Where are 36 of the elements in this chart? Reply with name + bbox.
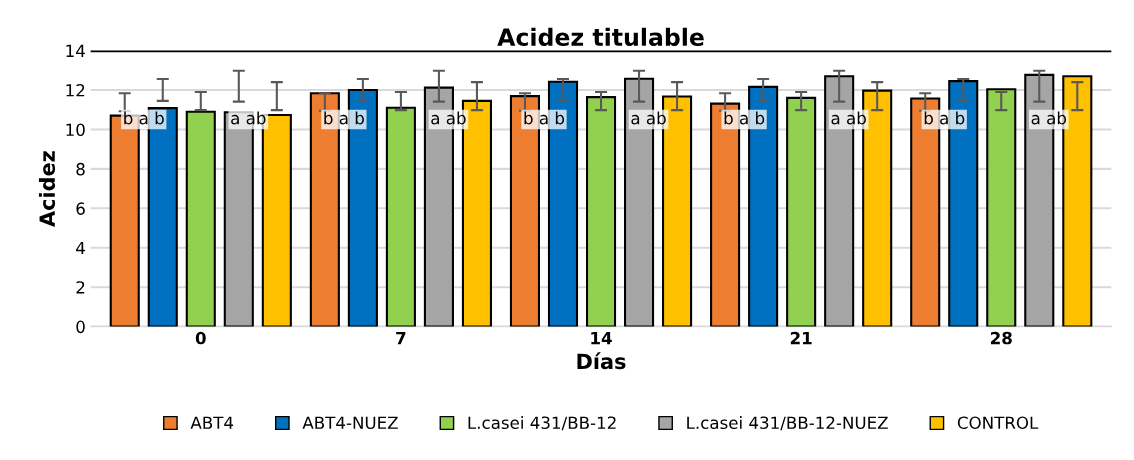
x-tick-label: 0 — [195, 331, 206, 345]
bar — [385, 106, 416, 327]
annotation: a ab — [1031, 111, 1067, 125]
x-tick-label: 14 — [591, 331, 612, 345]
x-tick-label: 28 — [990, 331, 1012, 345]
legend-label: ABT4-NUEZ — [302, 416, 398, 430]
legend-label: L.casei 431/BB-12 — [468, 416, 616, 431]
annotation: a ab — [831, 111, 866, 125]
x-axis-title: Días — [577, 352, 626, 370]
annotation: b a b — [724, 111, 765, 125]
y-tick-label: 12 — [66, 83, 85, 97]
annotation: b a b — [124, 111, 164, 125]
annotation: a ab — [231, 111, 266, 125]
bar — [185, 110, 216, 327]
y-tick-label: 2 — [76, 281, 85, 294]
legend-label: CONTROL — [957, 416, 1039, 430]
annotation: b a b — [524, 111, 565, 125]
y-tick-label: 14 — [66, 44, 85, 57]
annotation: a ab — [431, 111, 466, 125]
y-axis-title: Acidez — [38, 151, 56, 227]
y-tick-label: 10 — [66, 123, 85, 137]
legend-label: L.casei 431/BB-12-NUEZ — [687, 416, 888, 431]
y-tick-label: 0 — [76, 320, 85, 334]
y-tick-label: 8 — [76, 162, 85, 176]
annotation: b a b — [924, 111, 965, 125]
y-tick-label: 6 — [76, 202, 85, 215]
bar — [585, 96, 617, 327]
bar — [786, 96, 817, 327]
x-tick-label: 7 — [396, 331, 406, 345]
annotation: a ab — [631, 111, 666, 125]
annotation: b a b — [324, 111, 364, 125]
x-tick-label: 21 — [790, 331, 812, 345]
chart-title: Acidez titulable — [497, 27, 704, 47]
y-tick-label: 4 — [76, 241, 85, 255]
legend-label: ABT4 — [190, 416, 234, 429]
bar — [986, 88, 1017, 327]
